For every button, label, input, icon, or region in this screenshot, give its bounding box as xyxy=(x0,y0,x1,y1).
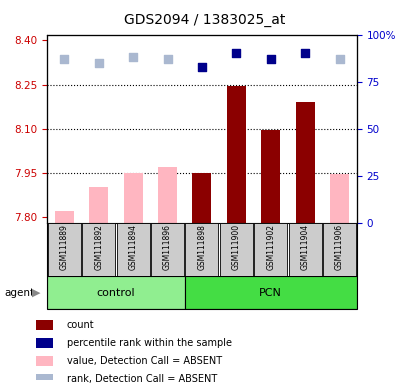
Point xyxy=(267,56,273,62)
Text: GSM111906: GSM111906 xyxy=(334,224,343,270)
Point xyxy=(164,56,171,62)
Text: PCN: PCN xyxy=(258,288,281,298)
Text: value, Detection Call = ABSENT: value, Detection Call = ABSENT xyxy=(66,356,221,366)
Text: GSM111896: GSM111896 xyxy=(163,224,172,270)
Bar xyxy=(36,320,53,330)
Point xyxy=(335,56,342,62)
Text: percentile rank within the sample: percentile rank within the sample xyxy=(66,338,231,348)
FancyBboxPatch shape xyxy=(48,223,81,276)
Text: GSM111892: GSM111892 xyxy=(94,224,103,270)
Bar xyxy=(295,102,314,223)
Text: ▶: ▶ xyxy=(32,288,40,298)
FancyBboxPatch shape xyxy=(116,223,149,276)
Bar xyxy=(36,338,53,348)
Bar xyxy=(124,173,142,223)
Point xyxy=(198,63,204,70)
Bar xyxy=(36,374,53,384)
Point xyxy=(232,50,239,56)
Text: GSM111898: GSM111898 xyxy=(197,224,206,270)
FancyBboxPatch shape xyxy=(82,223,115,276)
Bar xyxy=(36,356,53,366)
Bar xyxy=(192,173,211,223)
Bar xyxy=(158,167,177,223)
Point xyxy=(95,60,102,66)
Bar xyxy=(329,174,348,223)
Text: GSM111900: GSM111900 xyxy=(231,224,240,270)
Text: GSM111904: GSM111904 xyxy=(300,224,309,270)
FancyBboxPatch shape xyxy=(185,223,218,276)
Text: agent: agent xyxy=(4,288,34,298)
FancyBboxPatch shape xyxy=(322,223,355,276)
Point xyxy=(301,50,308,56)
Text: GDS2094 / 1383025_at: GDS2094 / 1383025_at xyxy=(124,13,285,27)
Bar xyxy=(55,211,74,223)
Point xyxy=(61,56,67,62)
FancyBboxPatch shape xyxy=(47,276,184,309)
FancyBboxPatch shape xyxy=(184,276,356,309)
FancyBboxPatch shape xyxy=(288,223,321,276)
Bar xyxy=(226,86,245,223)
Point xyxy=(130,54,136,60)
Text: GSM111889: GSM111889 xyxy=(60,224,69,270)
Bar xyxy=(89,187,108,223)
Text: count: count xyxy=(66,320,94,330)
Text: rank, Detection Call = ABSENT: rank, Detection Call = ABSENT xyxy=(66,374,216,384)
FancyBboxPatch shape xyxy=(151,223,184,276)
Text: control: control xyxy=(97,288,135,298)
Text: GSM111902: GSM111902 xyxy=(265,224,274,270)
Bar xyxy=(261,130,279,223)
Text: GSM111894: GSM111894 xyxy=(128,224,137,270)
FancyBboxPatch shape xyxy=(254,223,287,276)
FancyBboxPatch shape xyxy=(219,223,252,276)
